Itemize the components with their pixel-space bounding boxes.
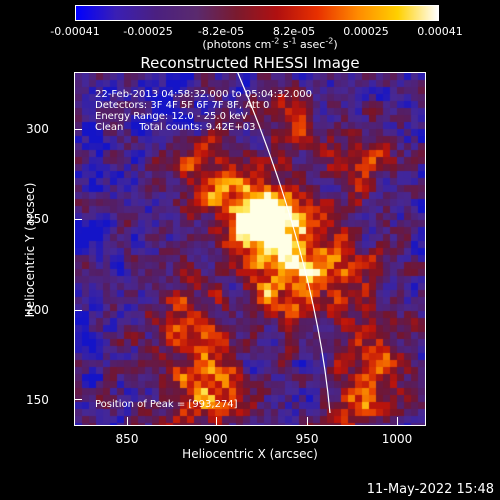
colorbar-tick: 8.2e-05 — [272, 25, 316, 38]
plot-title: Reconstructed RHESSI Image — [140, 54, 360, 72]
rhessi-image-plot: 22-Feb-2013 04:58:32.000 to 05:04:32.000… — [74, 72, 426, 426]
colorbar-tick: -0.00041 — [50, 25, 100, 38]
x-tickmark — [127, 417, 128, 425]
y-tick-label: 300 — [26, 122, 49, 136]
x-tick-label: 1000 — [381, 432, 413, 446]
x-tickmark — [397, 417, 398, 425]
solar-limb-line — [237, 73, 331, 414]
y-tickmark — [74, 310, 82, 311]
colorbar — [75, 5, 439, 21]
rhessi-heatmap — [75, 73, 425, 425]
x-tick-label: 950 — [295, 432, 319, 446]
x-tick-label: 850 — [115, 432, 139, 446]
colorbar-tick: 0.00025 — [343, 25, 389, 38]
colorbar-tick: 0.00041 — [417, 25, 463, 38]
y-tickmark — [74, 219, 82, 220]
x-axis-title: Heliocentric X (arcsec) — [182, 447, 318, 461]
info-peak-position: Position of Peak = [993,274] — [95, 399, 238, 410]
info-time-range: 22-Feb-2013 04:58:32.000 to 05:04:32.000 — [95, 89, 313, 100]
colorbar-units: (photons cm-2 s-1 asec-2) — [202, 36, 338, 51]
colorbar-tick: -8.2e-05 — [197, 25, 245, 38]
y-tickmark — [74, 399, 82, 400]
y-axis-title: Heliocentric Y (arcsec) — [23, 182, 37, 318]
colorbar-tick: -0.00025 — [123, 25, 173, 38]
info-detectors: Detectors: 3F 4F 5F 6F 7F 8F, Att 0 — [95, 100, 270, 111]
limb-overlay — [237, 73, 331, 414]
info-energy-range: Energy Range: 12.0 - 25.0 keV — [95, 111, 248, 122]
x-tick-label: 900 — [204, 432, 228, 446]
x-tickmark — [307, 417, 308, 425]
y-tick-label: 150 — [26, 393, 49, 407]
y-tick-label: 250 — [26, 212, 49, 226]
timestamp: 11-May-2022 15:48 — [366, 482, 494, 497]
info-total-counts: Clean Total counts: 9.42E+03 — [95, 122, 256, 133]
y-tick-label: 200 — [26, 303, 49, 317]
y-tickmark — [74, 129, 82, 130]
x-tickmark — [216, 417, 217, 425]
